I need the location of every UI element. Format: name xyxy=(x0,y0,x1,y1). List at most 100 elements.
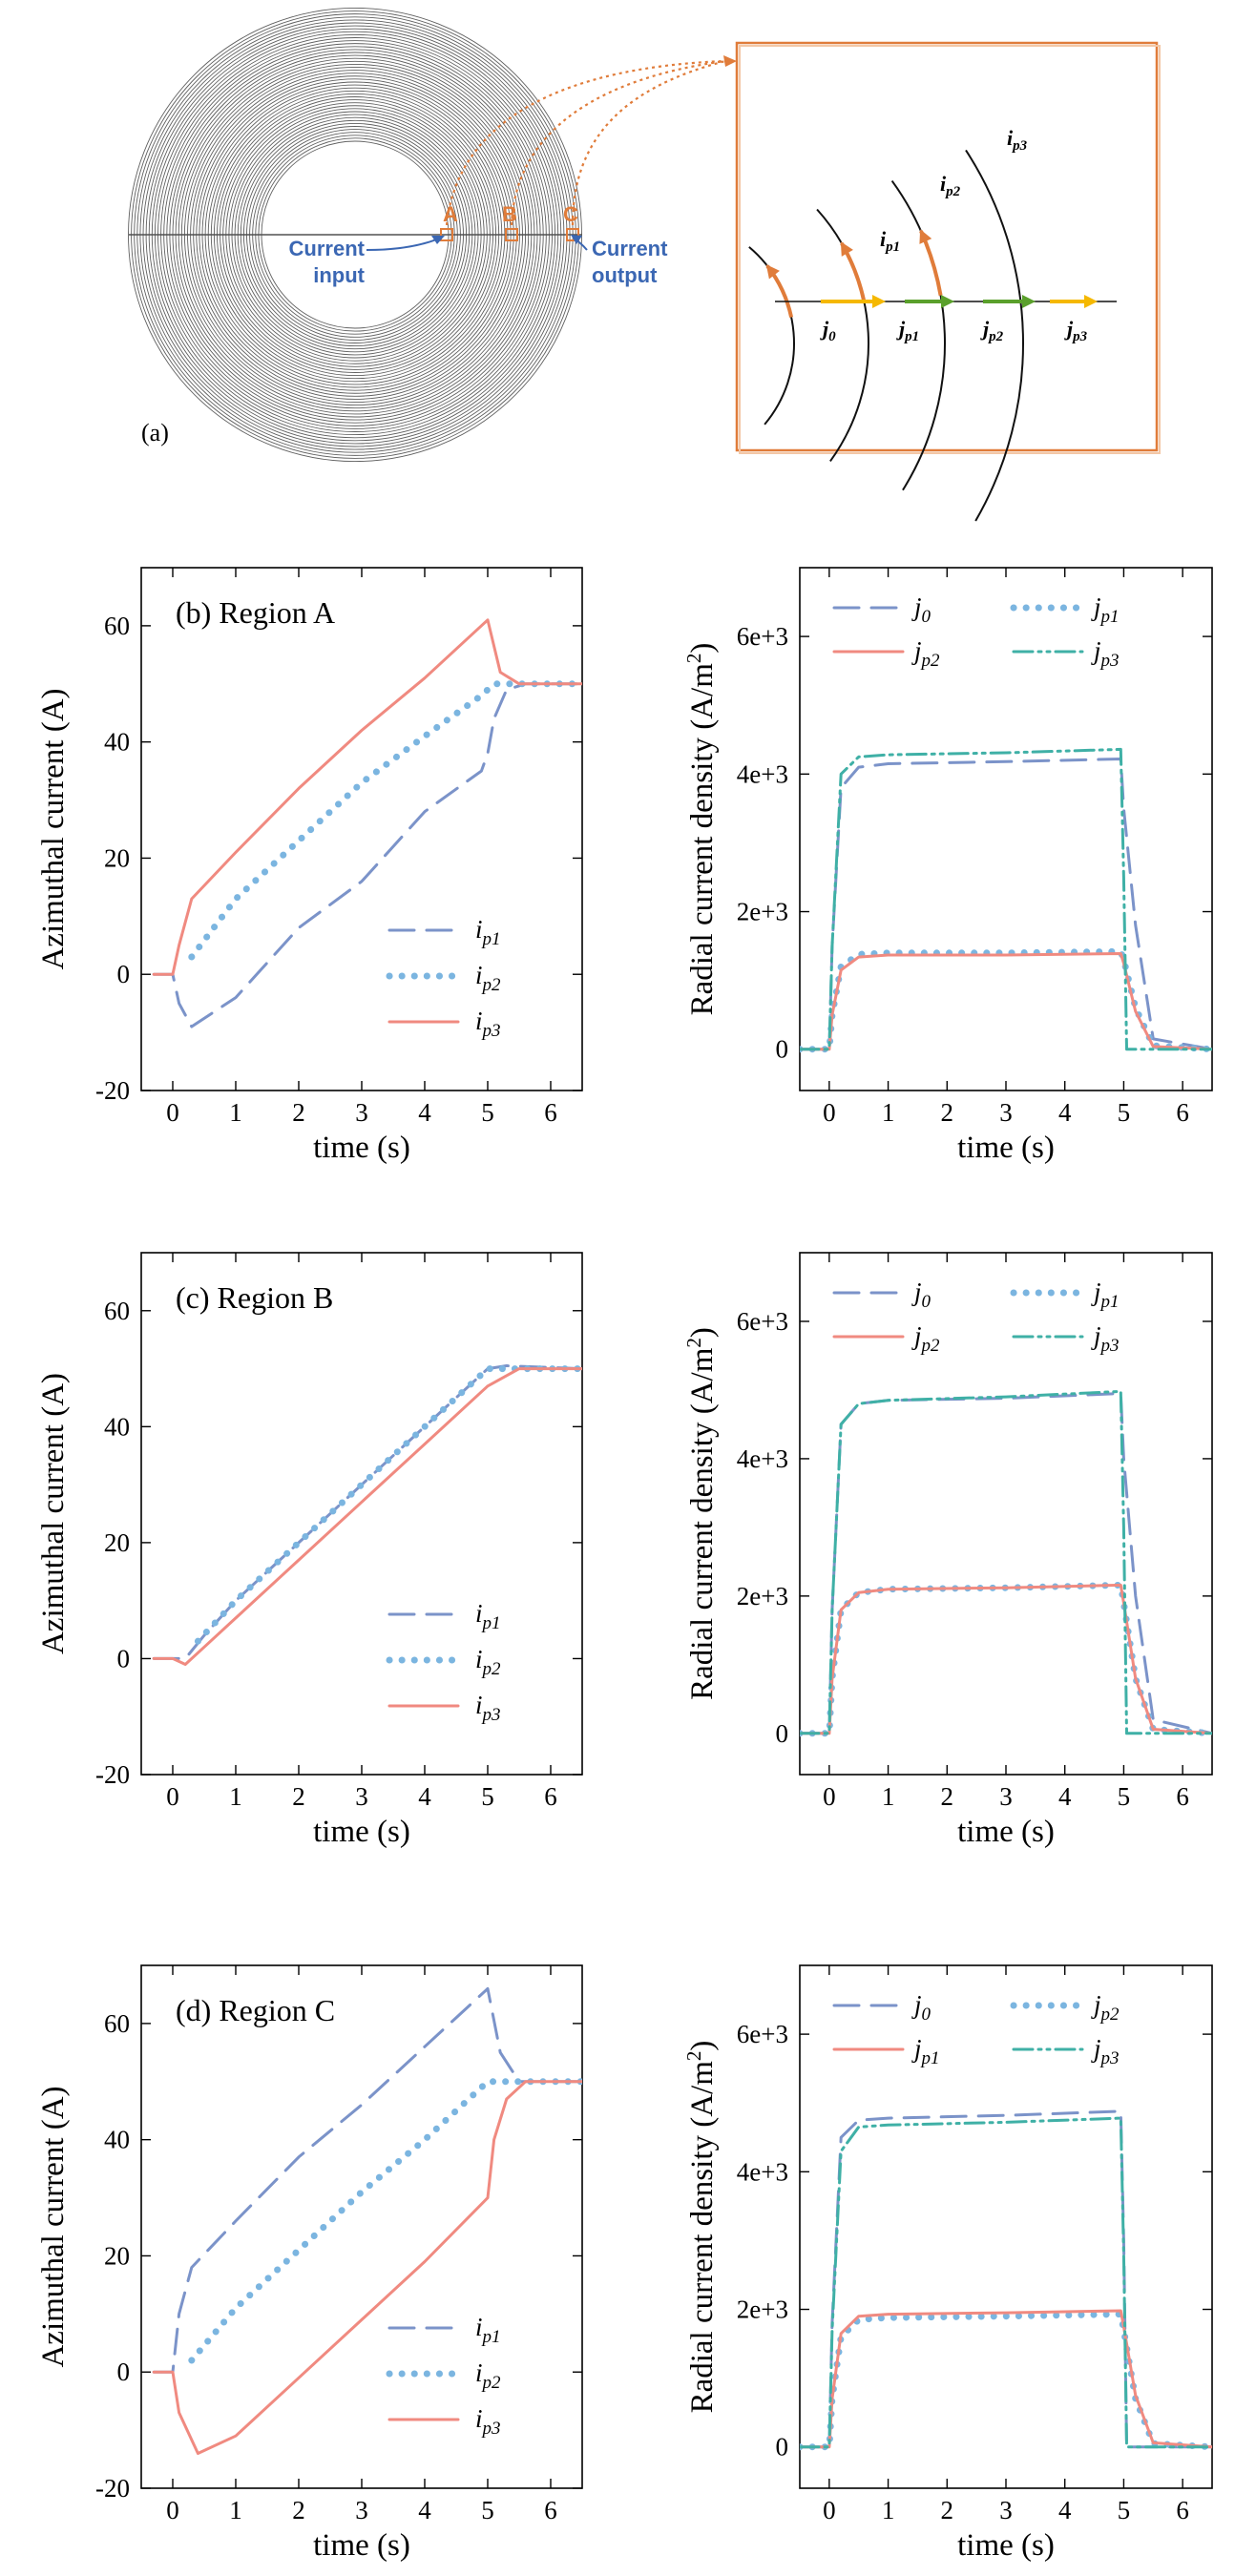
legend-label-j0: j0 xyxy=(911,592,931,627)
series-group xyxy=(152,1986,582,2455)
legend: ip1 ip2 ip3 xyxy=(386,1599,501,1725)
x-tick-label: 0 xyxy=(823,1098,836,1127)
inset-turn-1 xyxy=(816,208,869,463)
chart-4: 0 1 2 3 4 5 6 -20 0 20 40 60 time (s) Azimuthal curre… xyxy=(36,1964,583,2563)
legend-label-jp3: jp3 xyxy=(1091,1321,1120,1356)
current-output-label-1: Current xyxy=(592,237,668,260)
legend: ip1 ip2 ip3 xyxy=(386,915,501,1041)
x-tick-label: 6 xyxy=(1176,1782,1189,1811)
x-tick-label: 4 xyxy=(418,1782,431,1811)
x-tick-label: 3 xyxy=(355,1098,368,1127)
region-label-a: A xyxy=(443,202,458,226)
x-tick-label: 1 xyxy=(229,2496,242,2524)
inset-label-ip1: ip1 xyxy=(880,227,900,255)
x-tick-label: 2 xyxy=(941,1782,954,1811)
y-tick-label: 2e+3 xyxy=(737,2296,788,2324)
x-tick-label: 1 xyxy=(882,1782,895,1811)
x-axis-label: time (s) xyxy=(313,1815,410,1849)
legend-label-ip3: ip3 xyxy=(475,2404,501,2439)
y-tick-label: 4e+3 xyxy=(737,1444,788,1473)
legend-label-jp2: jp2 xyxy=(911,636,940,671)
legend-label-jp1: jp1 xyxy=(1091,592,1120,627)
x-tick-label: 6 xyxy=(544,1782,557,1811)
x-tick-label: 1 xyxy=(882,1098,895,1127)
x-tick-label: 4 xyxy=(418,1098,431,1127)
y-tick-label: 0 xyxy=(117,960,131,988)
series-line-jp3 xyxy=(800,1389,1212,1735)
x-axis-label: time (s) xyxy=(313,1131,410,1165)
legend-label-ip2: ip2 xyxy=(475,2358,501,2393)
legend-label-ip3: ip3 xyxy=(475,1007,501,1041)
x-tick-label: 4 xyxy=(418,2496,431,2524)
current-output-arrowhead xyxy=(571,235,582,244)
y-axis-label: Radial current density (A/m2) xyxy=(682,643,720,1016)
series-line-j0 xyxy=(800,1392,1212,1735)
x-tick-label: 1 xyxy=(882,2496,895,2524)
y-tick-label: 20 xyxy=(104,843,130,872)
x-tick-label: 3 xyxy=(999,1782,1013,1811)
series-line-jp2 xyxy=(800,1583,1212,1735)
y-tick-label: 60 xyxy=(104,2009,130,2038)
inset-azimuthal-arrowhead-1 xyxy=(840,241,853,257)
legend: j0 jp2 jp1 jp3 xyxy=(832,1990,1120,2068)
y-tick-label: 0 xyxy=(776,2433,789,2462)
series-group xyxy=(800,2109,1212,2451)
series-line-ip1 xyxy=(152,682,582,1028)
legend-label-j0: j0 xyxy=(911,1990,931,2025)
y-tick-label: 4e+3 xyxy=(737,2157,788,2186)
series-line-jp3 xyxy=(800,2116,1212,2449)
current-input-label-2: input xyxy=(313,263,365,287)
x-tick-label: 5 xyxy=(1118,2496,1131,2524)
legend-label-jp3: jp3 xyxy=(1091,2034,1120,2068)
x-tick-label: 6 xyxy=(544,1098,557,1127)
y-tick-label: 0 xyxy=(776,1035,789,1064)
x-tick-label: 3 xyxy=(355,1782,368,1811)
current-input-arrowhead xyxy=(431,236,445,244)
legend-label-jp2: jp2 xyxy=(1091,1990,1120,2025)
panel-label-a: (a) xyxy=(141,419,169,447)
x-tick-label: 5 xyxy=(481,1782,494,1811)
y-axis-label: Radial current density (A/m2) xyxy=(682,1327,720,1700)
series-group xyxy=(800,1389,1212,1737)
x-tick-label: 2 xyxy=(292,2496,305,2524)
x-tick-label: 0 xyxy=(823,2496,836,2524)
x-tick-label: 5 xyxy=(481,1098,494,1127)
inset-label-jp2: jp2 xyxy=(980,317,1004,344)
series-group xyxy=(152,1364,582,1666)
legend-label-ip2: ip2 xyxy=(475,1645,501,1679)
zoom-link-2 xyxy=(571,59,726,226)
zoom-link-0 xyxy=(445,59,726,226)
inset-current-paths: ip1 ip2 ip3 j0 jp1 jp2 jp3 xyxy=(748,126,1117,522)
x-tick-label: 0 xyxy=(166,1782,179,1811)
plot-frame xyxy=(799,1964,1213,2489)
x-tick-label: 5 xyxy=(481,2496,494,2524)
plot-frame xyxy=(140,567,583,1091)
panel-title: (c) Region B xyxy=(176,1280,333,1315)
y-tick-label: 0 xyxy=(117,2358,131,2386)
inset-radial-arrowhead-1 xyxy=(941,295,954,308)
series-line-ip1 xyxy=(152,1364,582,1660)
y-tick-label: 6e+3 xyxy=(737,622,788,651)
region-marker-b xyxy=(505,228,518,241)
inset-label-j0: j0 xyxy=(820,317,836,344)
y-tick-label: 60 xyxy=(104,1297,130,1325)
inset-frame-shadow xyxy=(739,45,1161,454)
legend-label-ip1: ip1 xyxy=(475,2313,501,2347)
series-line-j0 xyxy=(800,758,1212,1051)
region-marker-c xyxy=(566,228,579,241)
series-line-jp2 xyxy=(800,952,1212,1051)
coil-diagram: A B C Current input Current output (a) ip1… xyxy=(128,8,1161,522)
series-line-ip3 xyxy=(152,2080,582,2455)
panel-title: (d) Region C xyxy=(176,1993,335,2027)
chart-3: 0 1 2 3 4 5 6 0 2e+3 4e+3 6e+3 time (s) Radial curre… xyxy=(682,1252,1213,1849)
y-axis-label: Radial current density (A/m2) xyxy=(682,2041,720,2414)
chart-5: 0 1 2 3 4 5 6 0 2e+3 4e+3 6e+3 time (s) Radial curre… xyxy=(682,1964,1213,2563)
chart-2: 0 1 2 3 4 5 6 -20 0 20 40 60 time (s) Azimuthal curre… xyxy=(36,1252,583,1849)
series-line-ip2 xyxy=(188,680,582,961)
inset-radial-arrowhead-3 xyxy=(1084,295,1098,308)
inset-frame xyxy=(735,41,1159,452)
inset-label-ip3: ip3 xyxy=(1007,126,1028,154)
legend-label-jp3: jp3 xyxy=(1091,636,1120,671)
current-input-label-1: Current xyxy=(289,237,366,260)
